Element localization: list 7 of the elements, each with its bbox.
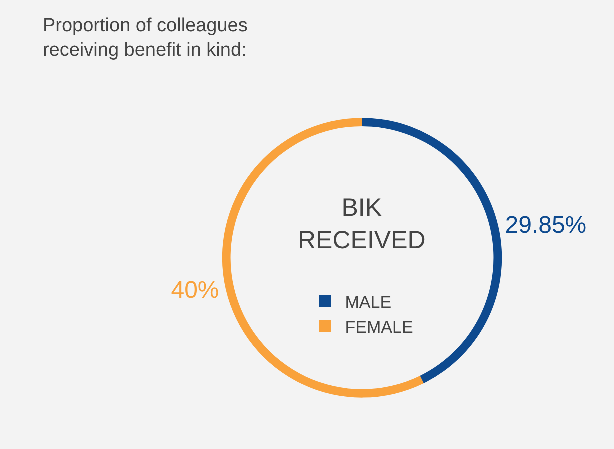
chart-title: Proportion of colleagues receiving benefit in kind:	[42, 15, 248, 62]
donut-slice	[222, 118, 424, 398]
legend-label: MALE	[345, 292, 392, 312]
data-label: 40%	[171, 276, 220, 304]
data-label: 29.85%	[505, 212, 587, 240]
legend-label: FEMALE	[345, 318, 414, 338]
text: BIK RECEIVED	[298, 194, 426, 254]
